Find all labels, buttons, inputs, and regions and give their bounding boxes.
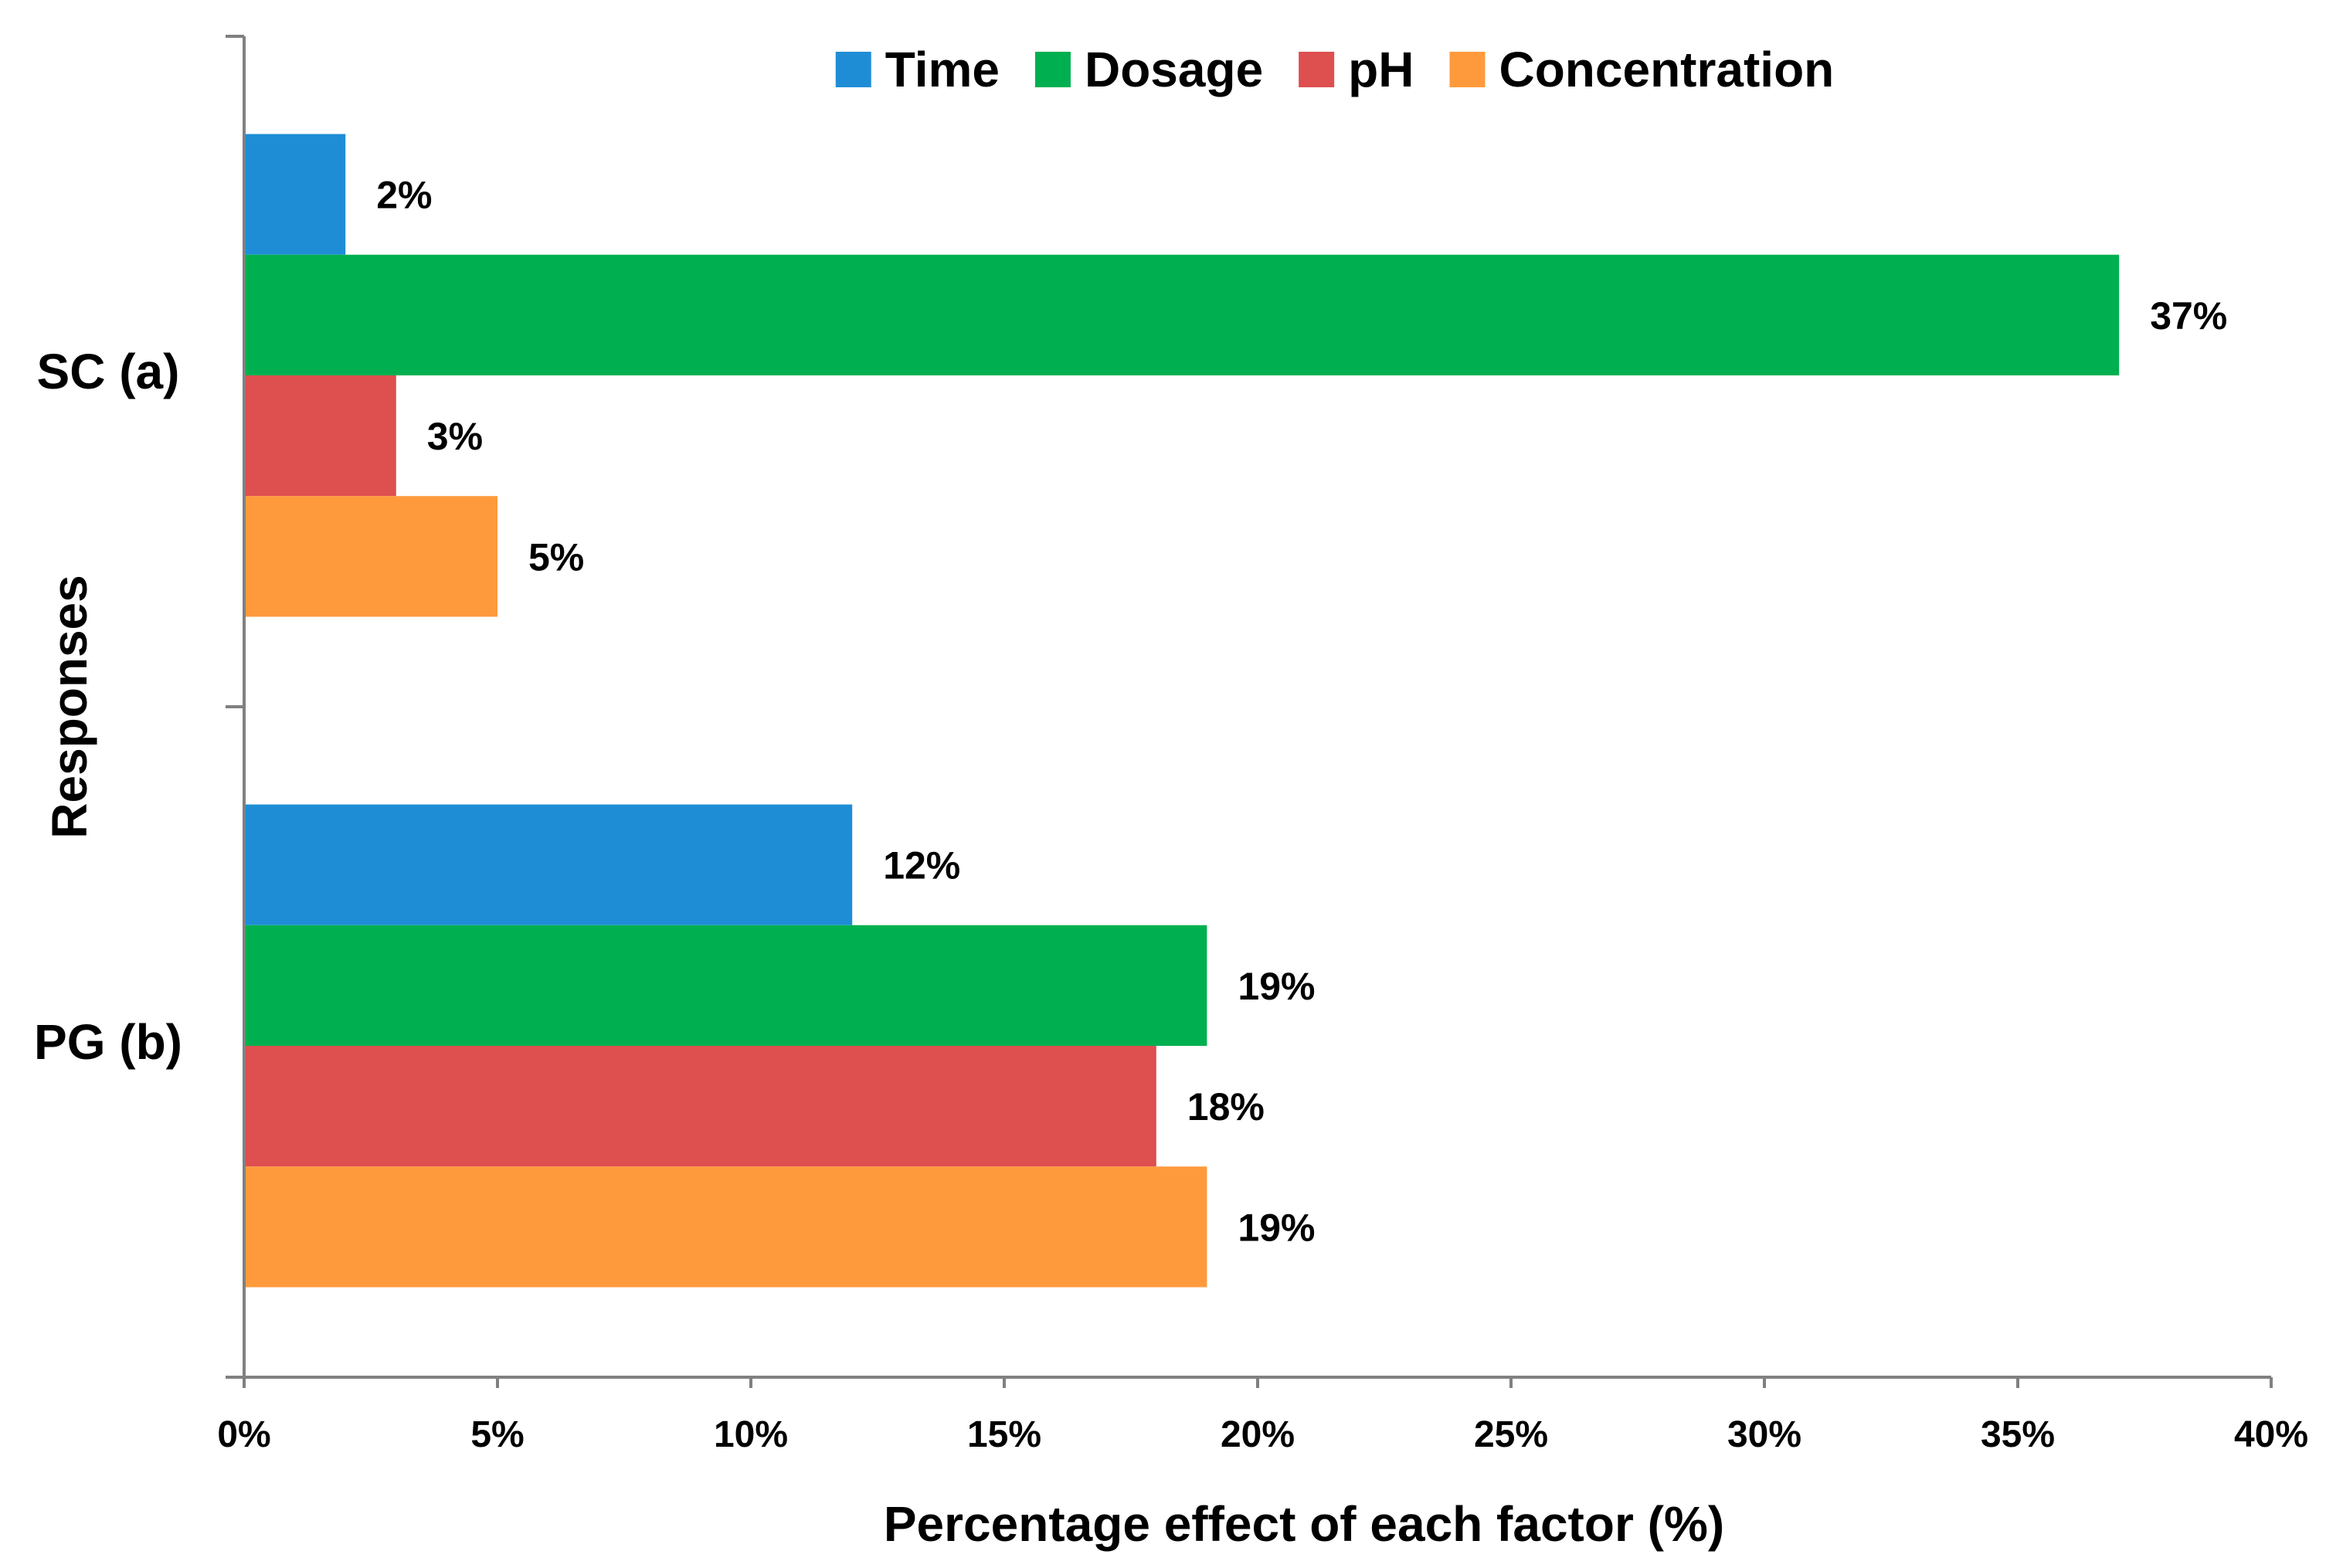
legend-item-time: Time [835,42,1000,97]
x-tick-label: 0% [217,1414,270,1455]
category-labels: SC (a) PG (b) [34,344,182,1070]
legend-swatch-time [835,52,871,87]
legend-swatch-concentration [1449,52,1486,87]
bar-pg-b-ph [244,1046,1156,1167]
bar-pg-b-concentration [244,1166,1207,1288]
data-label-pg-b-concentration: 19% [1238,1206,1315,1249]
legend-swatch-ph [1299,52,1335,87]
bar-sc-a-time [244,134,346,255]
data-label-pg-b-ph: 18% [1187,1085,1265,1128]
x-tick-label: 30% [1727,1414,1801,1455]
legend: Time Dosage pH Concentration [835,42,1834,97]
x-axis-title: Percentage effect of each factor (%) [884,1496,1724,1552]
legend-item-concentration: Concentration [1449,42,1834,97]
bar-sc-a-ph [244,375,396,497]
x-tick-label: 10% [714,1414,788,1455]
category-label-pg-b: PG (b) [34,1014,182,1070]
bar-pg-b-dosage [244,925,1207,1046]
data-label-pg-b-dosage: 19% [1238,965,1315,1008]
x-axis-ticks: 0% 5% 10% 15% 20% 25% 30% 35% 40% [217,1377,2308,1455]
x-tick-label: 40% [2234,1414,2308,1455]
legend-item-dosage: Dosage [1034,42,1263,97]
data-label-pg-b-time: 12% [883,844,960,888]
legend-swatch-dosage [1034,52,1071,87]
bars-layer [244,134,2120,1288]
y-axis-ticks [226,35,244,1379]
category-label-sc-a: SC (a) [37,344,180,399]
y-axis-title: Responses [42,575,97,838]
x-tick-label: 20% [1221,1414,1295,1455]
x-tick-label: 35% [1981,1414,2055,1455]
data-labels-layer: 2% 37% 3% 5% 12% 19% 18% 19% [376,174,2227,1250]
data-label-sc-a-concentration: 5% [528,535,584,579]
data-label-sc-a-dosage: 37% [2150,294,2227,338]
bar-sc-a-dosage [244,254,2120,375]
bar-pg-b-time [244,804,853,925]
legend-label-time: Time [885,42,1000,97]
legend-label-dosage: Dosage [1085,42,1263,97]
data-label-sc-a-ph: 3% [427,415,483,458]
bar-sc-a-concentration [244,496,497,617]
x-tick-label: 25% [1474,1414,1548,1455]
x-tick-label: 15% [967,1414,1041,1455]
legend-label-ph: pH [1348,42,1414,97]
x-tick-label: 5% [470,1414,524,1455]
legend-label-concentration: Concentration [1499,42,1834,97]
legend-item-ph: pH [1299,42,1414,97]
data-label-sc-a-time: 2% [376,174,432,217]
